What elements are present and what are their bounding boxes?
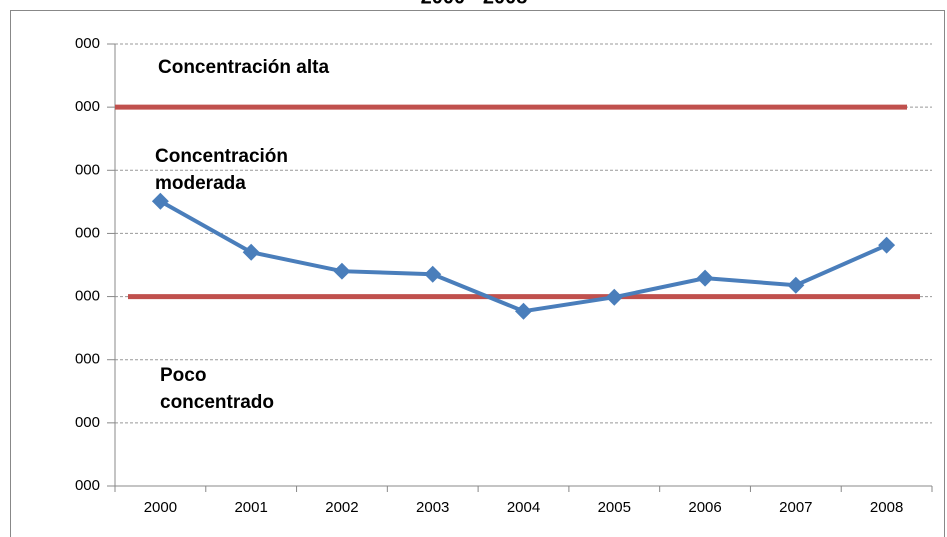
x-tick-label: 2006 — [688, 499, 721, 516]
point-marker — [424, 265, 442, 283]
chart-frame — [10, 10, 945, 537]
point-marker — [605, 288, 623, 306]
y-tick-label: 000 — [75, 98, 100, 115]
point-marker — [151, 192, 169, 210]
x-tick-label: 2001 — [234, 499, 267, 516]
annotation: moderada — [155, 173, 246, 194]
point-marker — [787, 276, 805, 294]
point-marker — [333, 262, 351, 280]
y-tick-label: 000 — [75, 161, 100, 178]
x-tick-label: 2002 — [325, 499, 358, 516]
point-marker — [878, 236, 896, 254]
y-tick-label: 000 — [75, 288, 100, 305]
annotation: Poco — [160, 365, 206, 386]
y-tick-label: 000 — [75, 35, 100, 52]
y-tick-label: 000 — [75, 477, 100, 494]
chart-title: 2000 - 2008 — [421, 0, 528, 8]
y-tick-label: 000 — [75, 351, 100, 368]
annotation: Concentración — [155, 146, 288, 167]
x-tick-label: 2008 — [870, 499, 903, 516]
y-tick-label: 000 — [75, 224, 100, 241]
x-tick-label: 2004 — [507, 499, 540, 516]
point-marker — [242, 243, 260, 261]
y-tick-label: 000 — [75, 414, 100, 431]
annotation: concentrado — [160, 392, 274, 413]
x-tick-label: 2005 — [598, 499, 631, 516]
point-marker — [696, 269, 714, 287]
x-tick-label: 2000 — [144, 499, 177, 516]
x-tick-label: 2007 — [779, 499, 812, 516]
annotation: Concentración alta — [158, 57, 329, 78]
x-tick-label: 2003 — [416, 499, 449, 516]
point-marker — [515, 302, 532, 320]
